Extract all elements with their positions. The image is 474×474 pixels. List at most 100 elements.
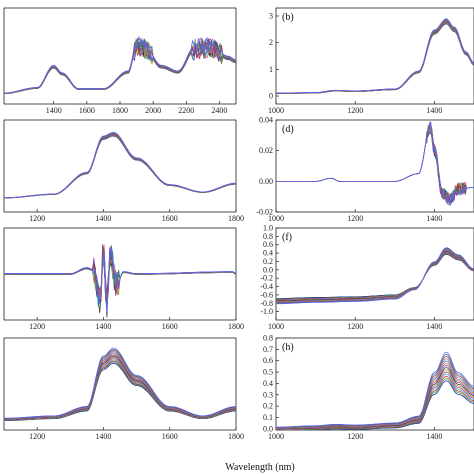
x-tick-label: 1400	[426, 106, 442, 115]
series-line	[276, 18, 474, 94]
x-tick-label: 1000	[268, 214, 284, 223]
panel-label: (h)	[282, 342, 294, 353]
plot-frame	[3, 337, 237, 431]
y-tick-label: 0.2	[263, 257, 273, 266]
series-line	[4, 254, 236, 313]
series-line	[276, 253, 474, 300]
y-tick-label: 0.0	[263, 265, 273, 274]
panel-label: (b)	[282, 12, 294, 23]
x-tick-label: 1400	[426, 432, 442, 441]
x-tick-label: 1400	[426, 322, 442, 331]
series-line	[276, 252, 474, 301]
series-line	[4, 36, 236, 94]
series-line	[292, 380, 474, 430]
y-tick-label: 0.2	[263, 402, 273, 411]
y-tick-label: 0.1	[263, 413, 273, 422]
series-line	[276, 20, 474, 94]
x-axis-label: Wavelength (nm)	[225, 462, 294, 473]
series-line	[4, 246, 236, 305]
series-line	[276, 21, 474, 94]
y-tick-label: 0.04	[259, 116, 273, 125]
y-tick-label: 2	[269, 38, 273, 47]
y-tick-label: 3	[269, 12, 273, 21]
x-tick-label: 1600	[162, 432, 178, 441]
x-tick-label: 1400	[426, 214, 442, 223]
series-line	[276, 367, 474, 430]
y-tick-label: 0.8	[263, 232, 273, 241]
series-line	[276, 251, 474, 301]
series-line	[4, 134, 236, 199]
series-line	[276, 253, 474, 300]
y-tick-label: -1.0	[260, 307, 273, 316]
y-tick-label: 1	[269, 65, 273, 74]
series-line	[276, 19, 474, 94]
panel-a: 1400 1600 1800 2000 2200 2400	[3, 7, 237, 115]
series-line	[276, 249, 474, 303]
series-line	[276, 20, 474, 94]
series-line	[4, 134, 236, 199]
panel-c: 1200 1400 1600 1800	[3, 119, 244, 223]
y-tick-label: 0.8	[263, 334, 273, 343]
series-line	[276, 23, 474, 94]
plot-frame	[3, 119, 237, 213]
x-tick-label: 1200	[347, 106, 363, 115]
series-group	[276, 351, 474, 430]
series-line	[276, 356, 474, 428]
x-tick-label: 1400	[95, 322, 111, 331]
panel-e: 1200 1400 1600 1800	[3, 227, 244, 331]
series-line	[276, 250, 474, 302]
series-line	[276, 354, 474, 428]
series-line	[276, 376, 474, 430]
x-tick-label: 1600	[79, 106, 95, 115]
series-line	[276, 248, 474, 304]
panel-label: (d)	[282, 124, 294, 135]
series-line	[4, 359, 236, 421]
panel-b: 1000 1200 1400 0 1 2 3 (b)	[268, 7, 474, 115]
x-tick-label: 1000	[268, 322, 284, 331]
series-line	[4, 132, 236, 199]
plot-frame	[275, 227, 474, 321]
series-line	[276, 371, 474, 430]
x-tick-label: 2200	[178, 106, 194, 115]
y-tick-label: 0	[269, 92, 273, 101]
x-tick-label: 1600	[162, 322, 178, 331]
x-tick-label: 2000	[145, 106, 161, 115]
x-tick-label: 1400	[95, 432, 111, 441]
series-line	[276, 369, 474, 430]
panel-f: 1000 1200 1400-1.0-0.8-0.6-0.4-0.20.00.20.…	[260, 224, 474, 331]
y-tick-label: 1.0	[263, 224, 273, 233]
x-tick-label: 1800	[228, 432, 244, 441]
series-line	[4, 133, 236, 199]
series-group	[276, 247, 474, 305]
x-tick-label: 1000	[268, 106, 284, 115]
x-tick-label: 1400	[46, 106, 62, 115]
series-line	[4, 133, 236, 199]
series-line	[4, 360, 236, 421]
panel-h: 1000 1200 1400 0.0 0.1 0.2 0.3 0.4 0.5 0.6 0.7 0.8 (…	[263, 334, 474, 441]
y-tick-label: 0.02	[259, 146, 273, 155]
series-line	[276, 247, 474, 305]
y-tick-label: -0.6	[260, 290, 273, 299]
series-line	[4, 132, 236, 199]
y-tick-label: -0.8	[260, 299, 273, 308]
x-tick-label: 1800	[228, 322, 244, 331]
series-line	[4, 133, 236, 199]
y-tick-label: 0.3	[263, 390, 273, 399]
plot-frame	[275, 119, 474, 213]
series-line	[4, 361, 236, 421]
y-tick-label: 0.7	[263, 345, 273, 354]
x-tick-label: 1200	[29, 432, 45, 441]
panel-d: 1000 1200 1400 -0.02 0.00 0.02 0.04 (d)	[256, 116, 474, 223]
panel-g: 1200 1400 1600 1800	[3, 337, 244, 441]
series-line	[4, 135, 236, 199]
y-tick-label: 0.00	[259, 177, 273, 186]
series-line	[276, 121, 474, 206]
series-line	[276, 351, 474, 428]
series-line	[276, 22, 474, 94]
series-line	[4, 134, 236, 199]
series-line	[276, 254, 474, 299]
y-tick-label: 0.4	[263, 379, 273, 388]
series-line	[4, 132, 236, 198]
plot-frame	[275, 7, 474, 105]
series-line	[276, 18, 474, 94]
